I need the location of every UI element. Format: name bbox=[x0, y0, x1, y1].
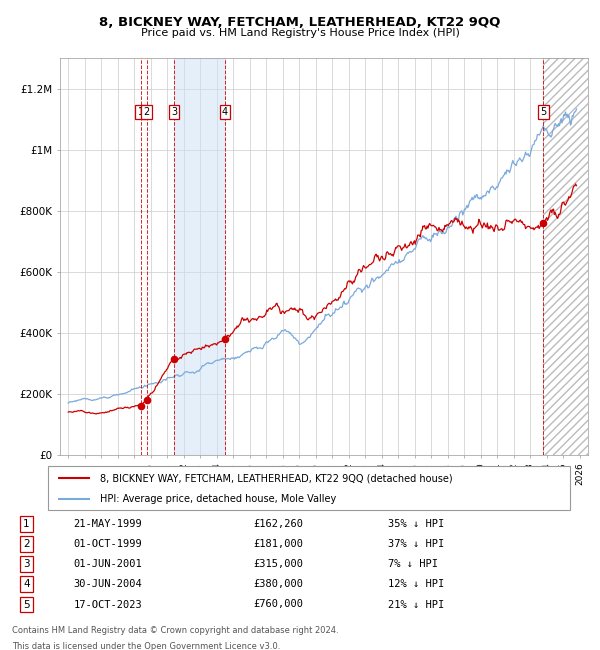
Text: 17-OCT-2023: 17-OCT-2023 bbox=[74, 599, 142, 610]
Text: 7% ↓ HPI: 7% ↓ HPI bbox=[388, 559, 438, 569]
Text: 1: 1 bbox=[23, 519, 30, 529]
Bar bbox=[543, 58, 588, 455]
Text: £181,000: £181,000 bbox=[253, 539, 303, 549]
Text: Price paid vs. HM Land Registry's House Price Index (HPI): Price paid vs. HM Land Registry's House … bbox=[140, 28, 460, 38]
Text: £315,000: £315,000 bbox=[253, 559, 303, 569]
Text: 21-MAY-1999: 21-MAY-1999 bbox=[74, 519, 142, 529]
Text: 3: 3 bbox=[171, 107, 177, 117]
Text: 21% ↓ HPI: 21% ↓ HPI bbox=[388, 599, 445, 610]
Text: 8, BICKNEY WAY, FETCHAM, LEATHERHEAD, KT22 9QQ (detached house): 8, BICKNEY WAY, FETCHAM, LEATHERHEAD, KT… bbox=[100, 473, 453, 484]
Text: 35% ↓ HPI: 35% ↓ HPI bbox=[388, 519, 445, 529]
FancyBboxPatch shape bbox=[48, 466, 570, 510]
Text: 01-OCT-1999: 01-OCT-1999 bbox=[74, 539, 142, 549]
Text: 1: 1 bbox=[137, 107, 143, 117]
Bar bbox=[174, 58, 225, 455]
Text: 37% ↓ HPI: 37% ↓ HPI bbox=[388, 539, 445, 549]
Text: 4: 4 bbox=[222, 107, 228, 117]
Text: 8, BICKNEY WAY, FETCHAM, LEATHERHEAD, KT22 9QQ: 8, BICKNEY WAY, FETCHAM, LEATHERHEAD, KT… bbox=[100, 16, 500, 29]
Text: 30-JUN-2004: 30-JUN-2004 bbox=[74, 579, 142, 590]
Text: 4: 4 bbox=[23, 579, 30, 590]
Text: 5: 5 bbox=[540, 107, 547, 117]
Text: 5: 5 bbox=[23, 599, 30, 610]
Text: £162,260: £162,260 bbox=[253, 519, 303, 529]
Text: This data is licensed under the Open Government Licence v3.0.: This data is licensed under the Open Gov… bbox=[12, 642, 280, 650]
Text: 12% ↓ HPI: 12% ↓ HPI bbox=[388, 579, 445, 590]
Text: £380,000: £380,000 bbox=[253, 579, 303, 590]
Text: HPI: Average price, detached house, Mole Valley: HPI: Average price, detached house, Mole… bbox=[100, 494, 337, 504]
Text: Contains HM Land Registry data © Crown copyright and database right 2024.: Contains HM Land Registry data © Crown c… bbox=[12, 626, 338, 635]
Text: 2: 2 bbox=[143, 107, 150, 117]
Text: 01-JUN-2001: 01-JUN-2001 bbox=[74, 559, 142, 569]
Text: 2: 2 bbox=[23, 539, 30, 549]
Text: £760,000: £760,000 bbox=[253, 599, 303, 610]
Text: 3: 3 bbox=[23, 559, 30, 569]
